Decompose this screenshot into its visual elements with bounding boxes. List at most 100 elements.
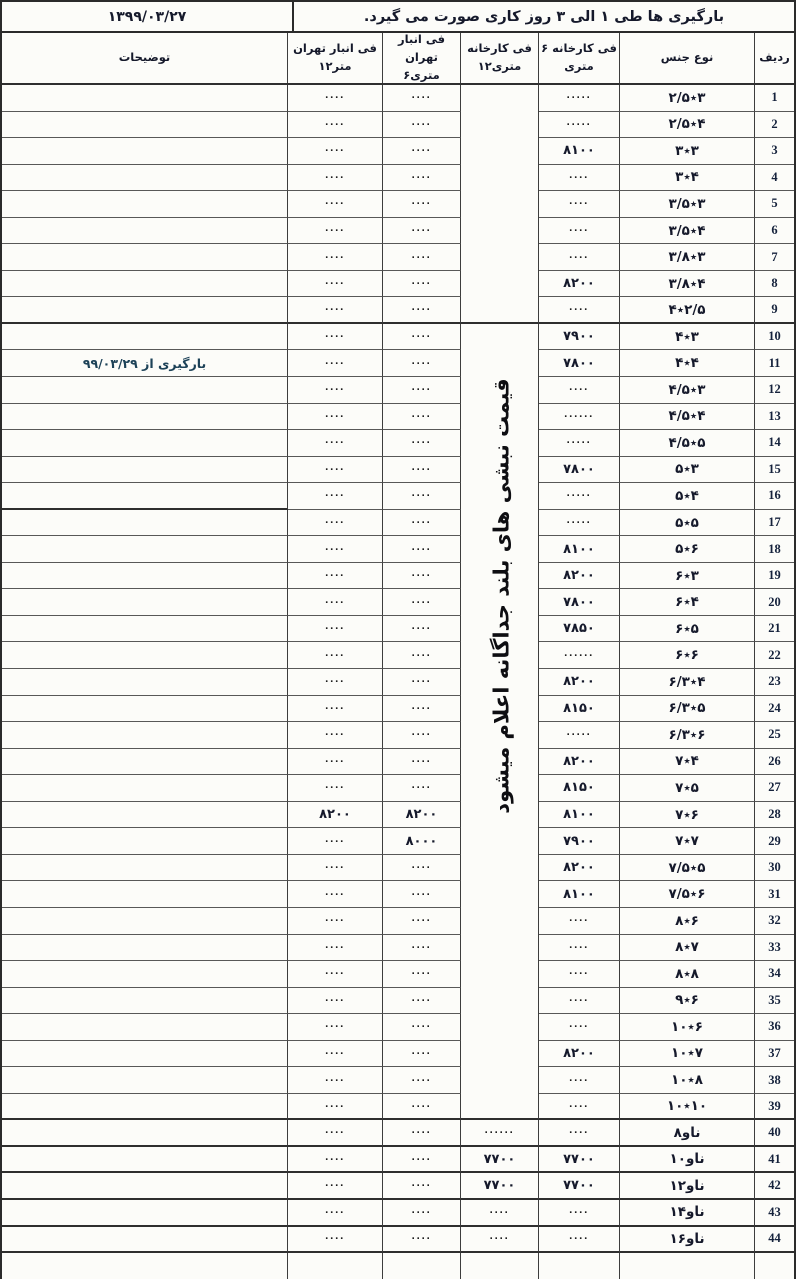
cell-row-number: 24	[755, 696, 794, 723]
column-header-tehran-6m: فی انبار تهران ۶ متری	[383, 32, 461, 83]
cell-tehran-12m: ۸۲۰۰	[288, 801, 383, 829]
cell-row-number: 17	[755, 510, 794, 537]
cell-notes	[2, 828, 288, 855]
cell-row-number: 15	[755, 457, 794, 484]
cell-tehran-12m: ....	[288, 961, 383, 988]
cell-tehran-12m: ....	[288, 138, 383, 165]
cell-row-number: 23	[755, 669, 794, 696]
cell-tehran-6m: ....	[383, 1120, 461, 1147]
cell-factory-12m-merged	[461, 323, 539, 351]
cell-factory-6m: .....	[539, 509, 620, 537]
cell-notes	[2, 961, 288, 988]
cell-factory-6m: ....	[539, 297, 620, 324]
cell-factory-12m-merged	[461, 536, 539, 563]
table-row: ............. ۵٭۵ 17	[2, 509, 794, 537]
cell-notes	[2, 456, 288, 484]
cell-factory-12m-merged	[461, 1093, 539, 1121]
cell-factory-6m: ....	[539, 1199, 620, 1227]
cell-factory-6m: ۸۲۰۰	[539, 270, 620, 298]
table-row-partial	[2, 1253, 794, 1279]
cell-factory-6m: ....	[539, 191, 620, 218]
cell-notes	[2, 138, 288, 165]
cell-tehran-6m: ....	[383, 589, 461, 616]
table-row: ............ ۳٭۴ 4	[2, 164, 794, 192]
cell-notes	[2, 1093, 288, 1121]
cell-row-number: 7	[755, 244, 794, 271]
table-row: ........ ۸۲۰۰ ۳/۸٭۴ 8	[2, 270, 794, 298]
cell-tehran-12m: ....	[288, 748, 383, 776]
cell-notes	[2, 562, 288, 590]
cell-row-number: 16	[755, 483, 794, 510]
cell-tehran-12m: ....	[288, 615, 383, 643]
cell-factory-6m: ۸۱۰۰	[539, 536, 620, 563]
cell-row-number: 11	[755, 350, 794, 378]
cell-factory-6m: ......	[539, 642, 620, 670]
cell-factory-6m: ....	[539, 377, 620, 404]
cell-factory-12m-merged	[461, 669, 539, 696]
table-row: ........ ۷۸۰۰ ۵٭۳ 15	[2, 456, 794, 484]
cell-factory-6m: ۸۱۰۰	[539, 881, 620, 908]
cell-factory-12m-merged	[461, 377, 539, 404]
cell-tehran-6m: ....	[383, 456, 461, 484]
cell-notes	[2, 1067, 288, 1094]
cell-row-number: 5	[755, 191, 794, 218]
cell-tehran-6m: ....	[383, 1067, 461, 1094]
cell-factory-12m-merged	[461, 350, 539, 378]
cell-factory-12m-merged	[461, 403, 539, 431]
cell-row-number: 30	[755, 855, 794, 882]
cell-tehran-12m: ....	[288, 1067, 383, 1094]
cell-factory-6m: ....	[539, 1226, 620, 1254]
cell-row-number: 35	[755, 988, 794, 1015]
cell-tehran-6m: ....	[383, 377, 461, 404]
column-header-factory-12m: فی کارخانه ۱۲ متری	[461, 33, 539, 83]
table-row: .... ۸۰۰۰ ۷۹۰۰ ۷٭۷ 29	[2, 828, 794, 855]
cell-tehran-6m: ....	[383, 1226, 461, 1254]
cell-factory-12m-merged	[461, 748, 539, 776]
cell-empty	[755, 1253, 794, 1279]
cell-notes	[2, 509, 288, 537]
table-row: ............. ۴/۵٭۵ 14	[2, 430, 794, 457]
table-row: ............ ۸٭۸ 34	[2, 961, 794, 988]
cell-tehran-12m: ....	[288, 509, 383, 537]
table-row: ............ ۹٭۶ 35	[2, 987, 794, 1015]
column-header-notes: توضیحات	[2, 33, 288, 83]
cell-tehran-12m: ....	[288, 1226, 383, 1254]
table-row: ............ ۳/۵٭۴ 6	[2, 217, 794, 245]
table-row: ........ ۸۲۰۰ ۶/۳٭۴ 23	[2, 669, 794, 696]
cell-factory-6m: ۷۷۰۰	[539, 1146, 620, 1174]
cell-row-number: 4	[755, 165, 794, 192]
cell-factory-6m: ۷۸۰۰	[539, 456, 620, 484]
cell-notes	[2, 615, 288, 643]
table-row: ........ ۸۱۰۰ ۳٭۳ 3	[2, 138, 794, 165]
cell-factory-12m-merged	[461, 775, 539, 802]
cell-tehran-6m: ....	[383, 695, 461, 723]
cell-tehran-12m: ....	[288, 217, 383, 245]
cell-factory-6m: ۷۸۰۰	[539, 350, 620, 378]
cell-tehran-6m: ....	[383, 961, 461, 988]
cell-notes	[2, 669, 288, 696]
title-bar: ۱۳۹۹/۰۳/۲۷ بارگیری ها طی ۱ الی ۳ روز کار…	[2, 2, 794, 33]
cell-row-number: 40	[755, 1120, 794, 1147]
cell-type: ۵٭۵	[620, 509, 755, 537]
table-row: ............. ۵٭۴ 16	[2, 483, 794, 510]
cell-tehran-12m: ....	[288, 722, 383, 749]
table-row: ........ ۷۷۰۰ ۷۷۰۰ ناو۱۲ 42	[2, 1173, 794, 1200]
cell-notes	[2, 244, 288, 271]
cell-tehran-12m: ....	[288, 323, 383, 351]
cell-tehran-12m: ....	[288, 1093, 383, 1121]
cell-empty	[2, 1253, 288, 1279]
cell-type: ۹٭۶	[620, 987, 755, 1015]
cell-type: ۸٭۶	[620, 907, 755, 935]
cell-factory-6m: ۸۱۵۰	[539, 775, 620, 802]
table-row: ........ ۷۸۰۰ ۶٭۴ 20	[2, 589, 794, 616]
cell-type: ۸٭۷	[620, 934, 755, 962]
cell-tehran-12m: ....	[288, 85, 383, 112]
loading-notice-text: بارگیری ها طی ۱ الی ۳ روز کاری صورت می گ…	[363, 8, 725, 25]
table-row: ........ ۷۹۰۰ ۴٭۳ 10	[2, 323, 794, 351]
cell-tehran-12m: ....	[288, 695, 383, 723]
cell-tehran-6m: ....	[383, 1146, 461, 1174]
cell-factory-12m-merged	[461, 961, 539, 988]
cell-row-number: 26	[755, 749, 794, 776]
cell-tehran-12m: ....	[288, 430, 383, 457]
cell-factory-6m: ....	[539, 934, 620, 962]
